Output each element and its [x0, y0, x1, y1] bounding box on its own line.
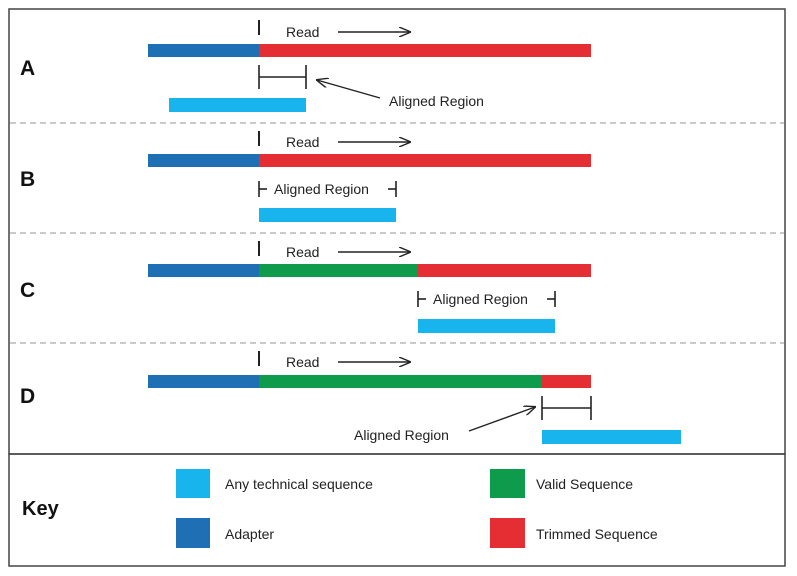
panel-a: A Read Aligned Region [20, 20, 591, 112]
panel-b: B Read Aligned Region [20, 131, 591, 222]
valid-sequence-swatch [490, 469, 525, 498]
panel-letter: A [20, 57, 35, 80]
trimmed-segment [259, 44, 591, 57]
panel-letter: C [20, 279, 35, 302]
trimmed-sequence-swatch [490, 518, 525, 548]
aligned-region-bracket [258, 181, 397, 197]
key-label-trimmed: Trimmed Sequence [536, 526, 658, 542]
aligned-region-pointer [468, 407, 535, 432]
adapter-segment [148, 375, 259, 388]
aligned-region-label: Aligned Region [354, 427, 449, 443]
aligned-region-label: Aligned Region [389, 93, 484, 109]
technical-sequence-bar [542, 430, 681, 444]
aligned-region-bracket [417, 291, 556, 307]
key-label-valid: Valid Sequence [536, 476, 633, 492]
adapter-swatch [176, 518, 210, 548]
technical-sequence-swatch [176, 469, 210, 498]
adapter-segment [148, 44, 259, 57]
trimmed-segment [542, 375, 591, 388]
aligned-region-pointer [317, 80, 381, 99]
adapter-segment [148, 154, 259, 167]
panel-d: D Read Aligned Region [20, 351, 681, 444]
trimmed-segment [418, 264, 591, 277]
key-label-technical: Any technical sequence [225, 476, 373, 492]
key-label-adapter: Adapter [225, 526, 274, 542]
aligned-region-label: Aligned Region [274, 181, 369, 197]
panel-letter: B [20, 168, 35, 191]
aligned-region-label: Aligned Region [433, 291, 528, 307]
key-legend: Key Any technical sequence Adapter Valid… [22, 469, 658, 548]
valid-segment [259, 375, 542, 388]
adapter-segment [148, 264, 259, 277]
read-label: Read [286, 244, 319, 260]
read-label: Read [286, 354, 319, 370]
aligned-region-bracket [258, 65, 307, 89]
key-border [8, 453, 786, 567]
valid-segment [259, 264, 418, 277]
panel-letter: D [20, 385, 35, 408]
panel-c: C Read Aligned Region [20, 241, 591, 333]
technical-sequence-bar [418, 319, 555, 333]
technical-sequence-bar [259, 208, 396, 222]
technical-sequence-bar [169, 98, 306, 112]
read-label: Read [286, 24, 319, 40]
trimmed-segment [259, 154, 591, 167]
read-label: Read [286, 134, 319, 150]
key-title: Key [22, 498, 60, 520]
aligned-region-bracket [541, 396, 592, 420]
